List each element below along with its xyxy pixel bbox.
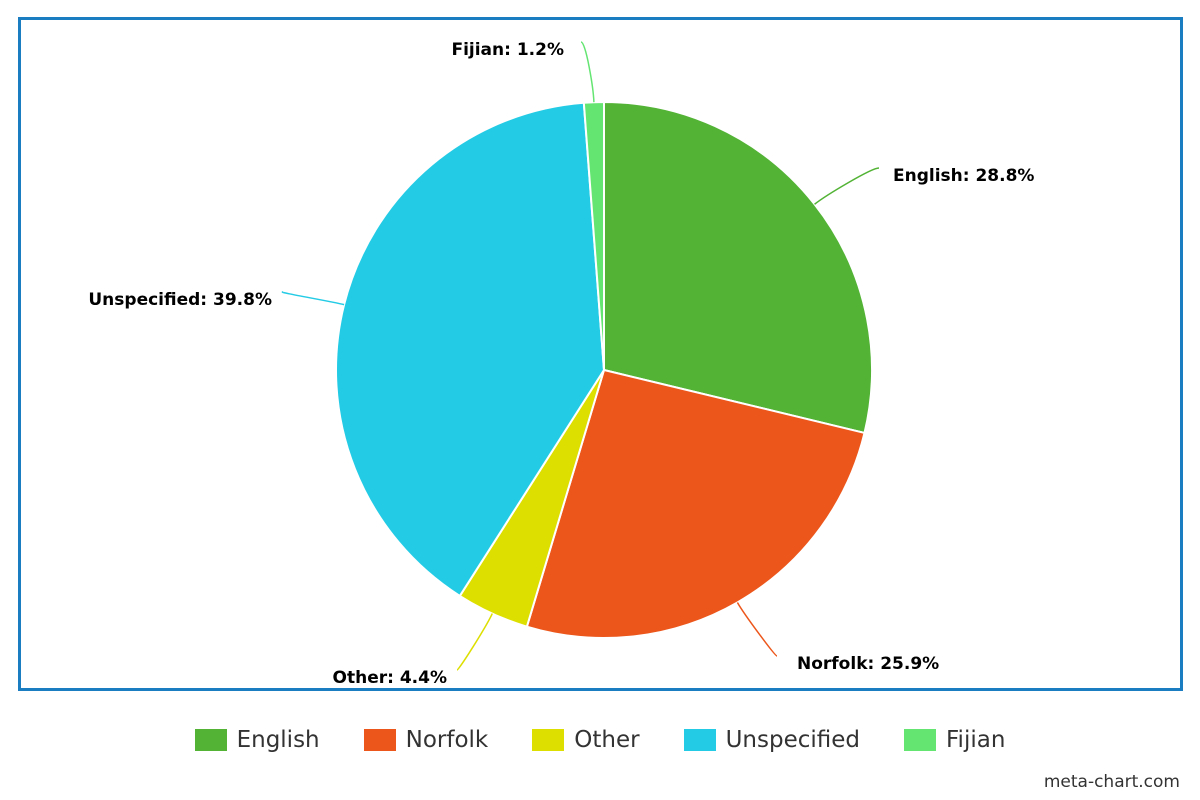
connector-other	[456, 613, 493, 671]
pie-slice-fijian[interactable]	[582, 101, 605, 371]
slice-label-other: Other: 4.4%	[333, 668, 447, 688]
chart-frame: English: 28.8% Norfolk: 25.9% Other: 4.4% U…	[18, 17, 1183, 691]
legend-item-fijian[interactable]: Fijian	[904, 727, 1005, 753]
connector-english	[814, 167, 880, 205]
connector-norfolk	[736, 602, 778, 657]
legend-swatch-english	[194, 729, 227, 751]
slice-label-english: English: 28.8%	[893, 166, 1034, 186]
slice-label-norfolk: Norfolk: 25.9%	[797, 654, 939, 674]
legend-item-other[interactable]: Other	[532, 727, 640, 753]
legend-item-unspecified[interactable]: Unspecified	[683, 727, 860, 753]
legend-label-norfolk: Norfolk	[405, 727, 489, 753]
legend-label-english: English	[236, 727, 320, 753]
connector-fijian	[580, 41, 595, 103]
legend-item-norfolk[interactable]: Norfolk	[363, 727, 489, 753]
pie-slice-norfolk[interactable]	[525, 369, 866, 639]
legend-swatch-other	[532, 729, 565, 751]
legend-swatch-norfolk	[363, 729, 396, 751]
legend-label-fijian: Fijian	[946, 727, 1006, 753]
pie-chart: English: 28.8% Norfolk: 25.9% Other: 4.4% U…	[88, 40, 1034, 688]
credit-text[interactable]: meta-chart.com	[1043, 772, 1180, 792]
legend-swatch-unspecified	[683, 729, 716, 751]
connector-unspecified	[282, 291, 345, 306]
legend-item-english[interactable]: English	[194, 727, 320, 753]
legend-label-other: Other	[574, 727, 640, 753]
slice-label-fijian: Fijian: 1.2%	[451, 40, 564, 60]
legend-label-unspecified: Unspecified	[725, 727, 860, 753]
slice-label-unspecified: Unspecified: 39.8%	[88, 290, 272, 310]
pie-slice-english[interactable]	[603, 101, 873, 434]
legend: English Norfolk Other Unspecified Fijian	[0, 722, 1200, 758]
legend-swatch-fijian	[904, 729, 936, 751]
